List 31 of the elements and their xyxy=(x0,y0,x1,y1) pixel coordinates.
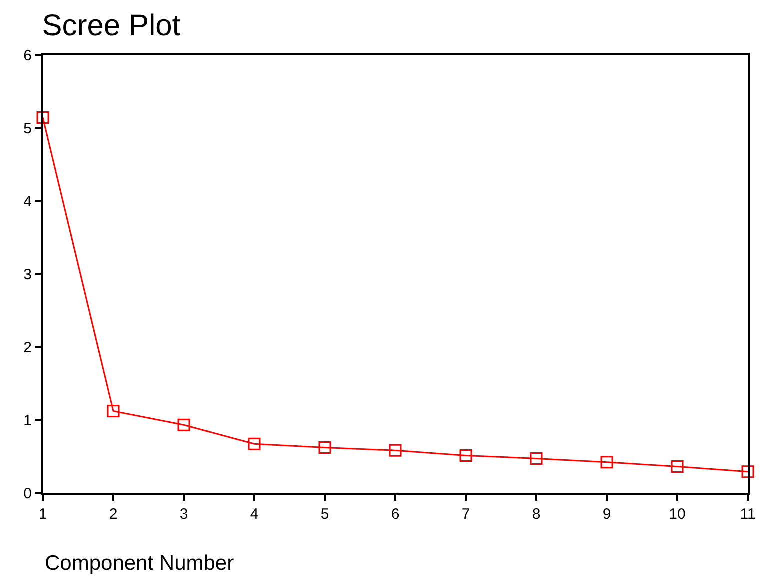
y-tick-label: 1 xyxy=(24,412,32,430)
x-tick-label: 3 xyxy=(180,506,188,523)
x-axis-title: Component Number xyxy=(45,552,234,575)
x-tick-label: 1 xyxy=(38,506,48,523)
point xyxy=(460,450,472,462)
y-tick-label: 5 xyxy=(24,120,32,138)
x-tick-label: 7 xyxy=(462,506,470,523)
y-tick-label: 3 xyxy=(24,266,32,284)
y-tick-label: 4 xyxy=(24,193,32,210)
x-tick-label: 4 xyxy=(250,506,259,523)
x-tick-label: 5 xyxy=(320,506,330,523)
x-tick-label: 10 xyxy=(669,506,686,523)
y-tick-label: 0 xyxy=(24,485,32,502)
point xyxy=(107,404,120,418)
x-tick-label: 8 xyxy=(532,506,541,523)
point xyxy=(36,112,50,124)
point xyxy=(671,460,684,473)
x-tick-label: 2 xyxy=(109,506,118,523)
point xyxy=(530,452,543,465)
point xyxy=(248,438,261,450)
x-tick-label: 6 xyxy=(391,506,400,523)
y-tick-label: 2 xyxy=(24,339,32,356)
x-tick-label: 9 xyxy=(602,506,612,523)
x-tick-label: 11 xyxy=(740,506,756,523)
point xyxy=(742,466,754,478)
y-tick-label: 6 xyxy=(24,47,32,64)
point xyxy=(600,456,614,469)
point xyxy=(318,441,332,454)
chart-title: Scree Plot xyxy=(42,10,182,43)
point xyxy=(389,444,402,457)
point xyxy=(178,418,190,432)
